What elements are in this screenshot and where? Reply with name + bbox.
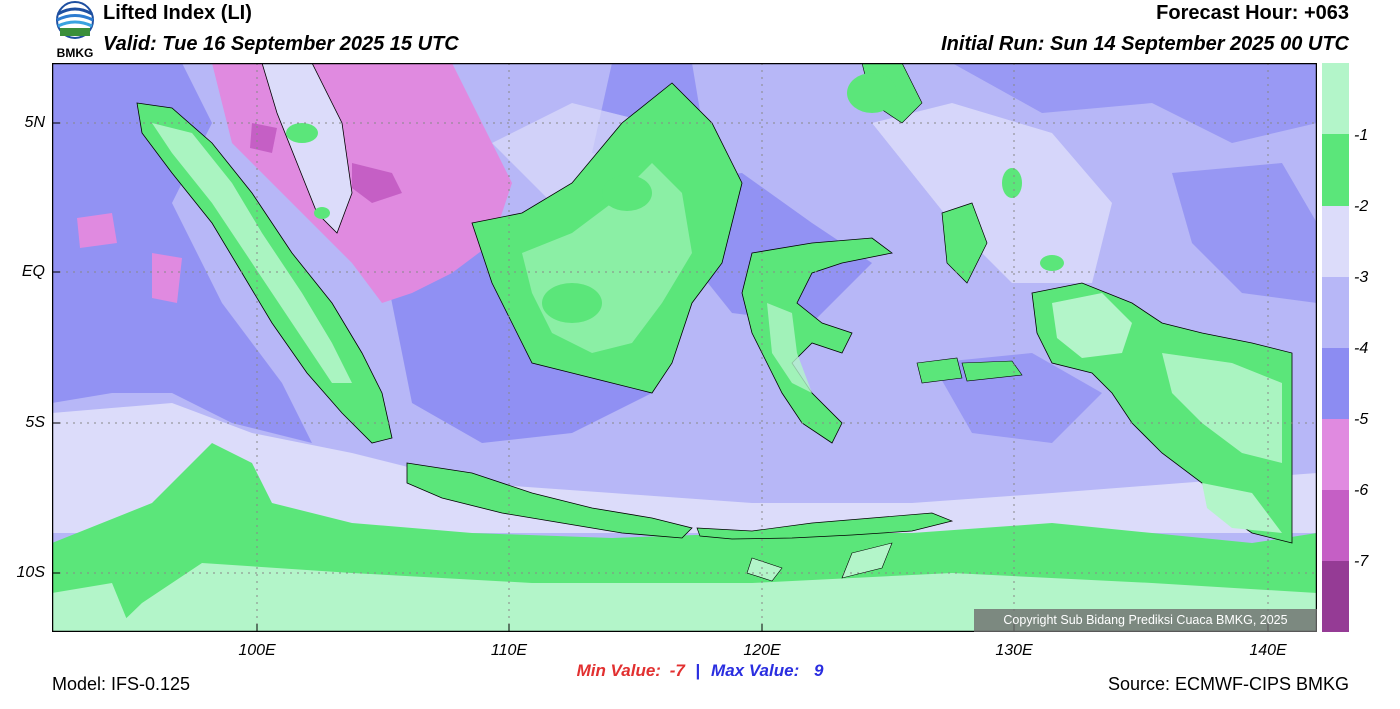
colorbar-label-minus7: -7 xyxy=(1354,553,1369,570)
lon-label-140e: 140E xyxy=(1249,642,1287,659)
colorbar-label-minus1: -1 xyxy=(1354,127,1369,144)
colorbar xyxy=(1322,63,1349,632)
valid-time: Valid: Tue 16 September 2025 15 UTC xyxy=(103,33,459,55)
lon-label-110e: 110E xyxy=(490,642,528,659)
sulawesi xyxy=(741,237,893,444)
colorbar-label-minus2: -2 xyxy=(1354,198,1369,215)
lat-label-eq: EQ xyxy=(21,263,45,280)
model-info: Model: IFS-0.125 xyxy=(52,674,191,694)
logo-text: BMKG xyxy=(57,46,94,60)
min-label: Min Value: xyxy=(576,661,661,680)
min-max-values: Min Value: -7 | Max Value: 9 xyxy=(0,661,1400,681)
lon-label-120e: 120E xyxy=(743,642,781,659)
colorbar-swatch-3 xyxy=(1322,277,1349,348)
colorbar-swatch-7 xyxy=(1322,561,1349,632)
lon-label-130e: 130E xyxy=(995,642,1033,659)
colorbar-label-minus4: -4 xyxy=(1354,340,1369,357)
lifted-index-map xyxy=(52,63,1317,632)
source-info: Source: ECMWF-CIPS BMKG xyxy=(1107,674,1349,694)
malay-peninsula xyxy=(261,63,353,234)
colorbar-swatch-1 xyxy=(1322,134,1349,206)
lat-label-5n: 5N xyxy=(24,114,45,131)
initial-run: Initial Run: Sun 14 September 2025 00 UT… xyxy=(941,33,1349,55)
colorbar-swatch-2 xyxy=(1322,206,1349,277)
colorbar-swatch-5 xyxy=(1322,419,1349,490)
java xyxy=(406,462,693,539)
min-max-separator: | xyxy=(695,661,701,680)
colorbar-swatch-4 xyxy=(1322,348,1349,419)
lat-label-5s: 5S xyxy=(25,414,45,431)
chart-title: Lifted Index (LI) xyxy=(103,2,252,24)
colorbar-label-minus3: -3 xyxy=(1354,269,1369,286)
colorbar-swatch-0 xyxy=(1322,63,1349,134)
lon-label-100e: 100E xyxy=(238,642,276,659)
colorbar-swatch-6 xyxy=(1322,490,1349,561)
colorbar-label-minus6: -6 xyxy=(1354,482,1369,499)
copyright-notice: Copyright Sub Bidang Prediksi Cuaca BMKG… xyxy=(974,609,1317,632)
max-label: Max Value: xyxy=(711,661,800,680)
min-value: -7 xyxy=(669,661,685,680)
max-value: 9 xyxy=(813,661,824,680)
halmahera xyxy=(941,202,988,284)
lat-label-10s: 10S xyxy=(16,564,45,581)
lesser-sunda xyxy=(696,512,954,540)
forecast-hour: Forecast Hour: +063 xyxy=(1156,2,1349,24)
colorbar-label-minus5: -5 xyxy=(1354,411,1369,428)
bmkg-logo: BMKG xyxy=(56,1,94,60)
